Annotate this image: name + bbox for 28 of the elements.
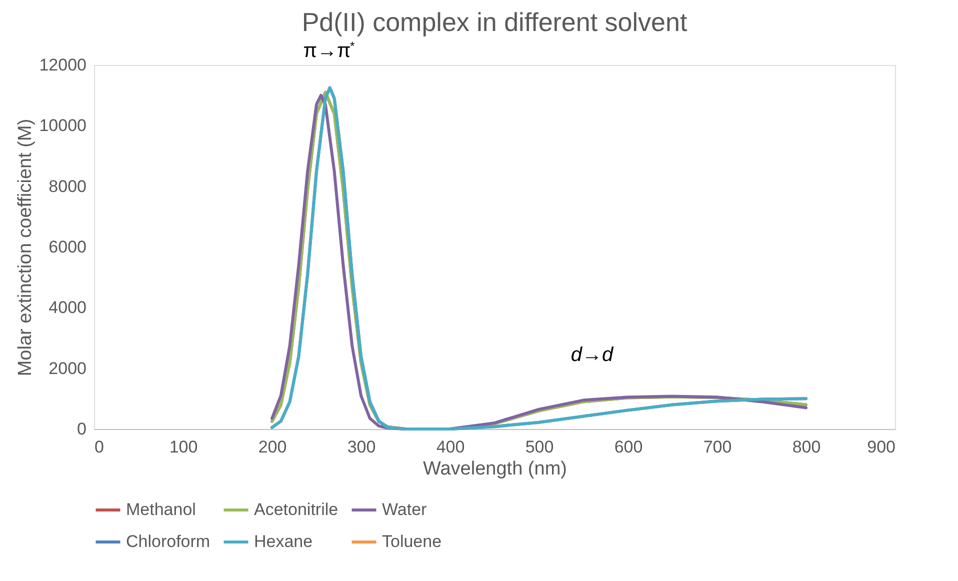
chart-title: Pd(II) complex in different solvent bbox=[302, 7, 688, 37]
x-tick-label: 0 bbox=[94, 438, 104, 456]
y-tick-label: 8000 bbox=[48, 176, 86, 196]
y-axis-title: Molar extinction coefficient (M) bbox=[15, 118, 36, 376]
legend-label: Acetonitrile bbox=[254, 500, 338, 519]
y-tick-label: 2000 bbox=[48, 358, 86, 378]
y-tick-label: 12000 bbox=[39, 56, 86, 74]
legend-label: Toluene bbox=[382, 532, 442, 551]
x-tick-label: 700 bbox=[703, 438, 732, 456]
legend-label: Water bbox=[382, 500, 428, 519]
x-tick-label: 100 bbox=[169, 438, 198, 456]
y-tick-label: 10000 bbox=[39, 116, 86, 136]
legend-label: Chloroform bbox=[126, 532, 210, 551]
x-tick-label: 400 bbox=[436, 438, 465, 456]
y-tick-label: 4000 bbox=[48, 298, 86, 318]
x-tick-label: 900 bbox=[867, 438, 896, 456]
y-tick-label: 0 bbox=[77, 420, 86, 438]
legend-label: Methanol bbox=[126, 500, 196, 519]
legend-label: Hexane bbox=[254, 532, 313, 551]
x-tick-label: 300 bbox=[347, 438, 376, 456]
y-tick-label: 6000 bbox=[48, 238, 86, 256]
x-axis-title: Wavelength (nm) bbox=[423, 458, 567, 480]
x-tick-label: 600 bbox=[614, 438, 643, 456]
x-tick-label: 200 bbox=[258, 438, 287, 456]
x-tick-label: 800 bbox=[792, 438, 821, 456]
x-tick-label: 500 bbox=[525, 438, 554, 456]
text: π→π* bbox=[303, 39, 355, 62]
annotation: d→d bbox=[570, 344, 614, 366]
